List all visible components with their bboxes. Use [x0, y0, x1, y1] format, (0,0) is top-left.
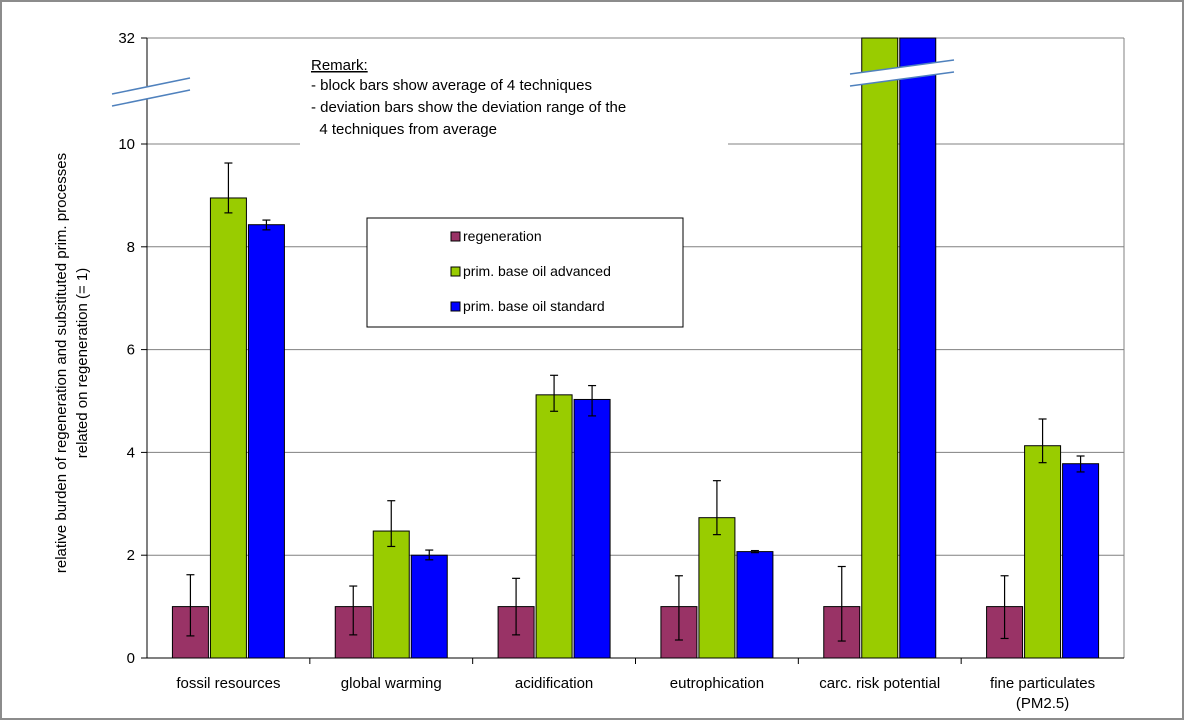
legend-label: prim. base oil advanced [463, 263, 611, 279]
bar-break-line [849, 71, 955, 87]
error-bars [186, 162, 1085, 642]
bar [1062, 463, 1100, 659]
legend-box [366, 217, 684, 328]
remark-line-2: - deviation bars show the deviation rang… [311, 99, 626, 116]
bar [247, 224, 285, 659]
y-tick-label: 2 [127, 547, 135, 564]
x-tick-label: fine particulates [990, 675, 1095, 692]
x-tick-label: carc. risk potential [819, 675, 940, 692]
bar [1024, 445, 1062, 659]
bar [209, 197, 247, 659]
y-tick-label: 10 [118, 136, 135, 153]
axes [141, 37, 1124, 664]
y-tick-label: 0 [127, 650, 135, 667]
bar-break-line [849, 59, 955, 75]
y-axis-break-line [111, 77, 191, 95]
y-axis-break-line [111, 89, 191, 107]
remark-title: Remark: [311, 57, 368, 74]
remark-line-1: - block bars show average of 4 technique… [311, 77, 592, 94]
bar [861, 37, 899, 659]
y-tick-label: 8 [127, 239, 135, 256]
y-tick-label: 32 [118, 30, 135, 47]
y-axis-break-gap [112, 78, 190, 106]
bar [698, 517, 736, 659]
x-tick-label: global warming [341, 675, 442, 692]
bar [736, 551, 774, 659]
legend: regeneration prim. base oil advanced prim.… [366, 217, 684, 328]
y-tick-label: 6 [127, 342, 135, 359]
axis-break-marks [111, 59, 955, 107]
remark-background [300, 52, 728, 152]
legend-swatch [450, 231, 461, 242]
bar [372, 530, 410, 659]
remark-box: Remark: - block bars show average of 4 t… [300, 52, 728, 152]
bar-break-gap [850, 60, 954, 86]
x-tick-label: (PM2.5) [1016, 695, 1069, 712]
legend-label: prim. base oil standard [463, 298, 605, 314]
legend-label: regeneration [463, 228, 542, 244]
x-tick-labels: fossil resources global warming acidificat… [176, 675, 1095, 712]
legend-swatch [450, 301, 461, 312]
x-tick-label: acidification [515, 675, 593, 692]
legend-swatch [450, 266, 461, 277]
bar [899, 37, 937, 659]
x-tick-label: fossil resources [176, 675, 280, 692]
y-axis-label-line-2: related on regeneration (= 1) [74, 268, 91, 459]
bar [410, 554, 448, 659]
bar [535, 394, 573, 659]
bar [573, 398, 611, 659]
y-axis-label-line-1: relative burden of regeneration and subs… [53, 153, 70, 573]
y-tick-label: 4 [127, 444, 135, 461]
remark-line-3: 4 techniques from average [311, 121, 497, 138]
y-tick-labels: 0 2 4 6 8 10 32 [118, 30, 135, 667]
x-tick-label: eutrophication [670, 675, 764, 692]
